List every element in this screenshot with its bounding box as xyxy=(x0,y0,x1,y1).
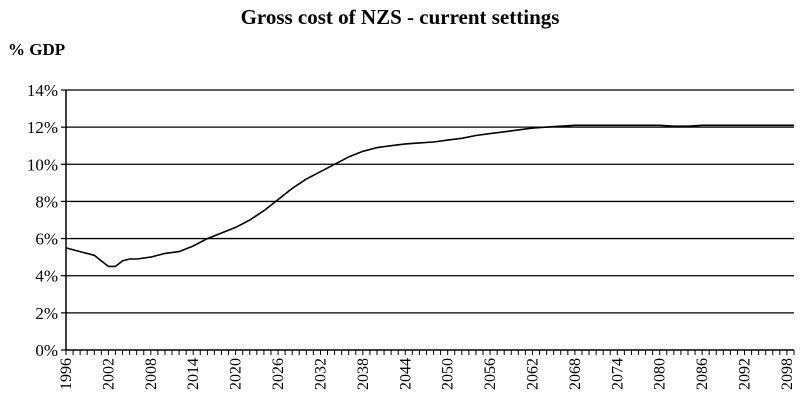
x-tick-label: 2086 xyxy=(694,358,711,390)
y-tick-label: 6% xyxy=(35,230,58,249)
x-tick-label: 2044 xyxy=(397,358,414,390)
axes xyxy=(61,89,795,355)
series-layer xyxy=(65,124,794,268)
y-tick-label: 4% xyxy=(35,267,58,286)
x-tick-label: 1996 xyxy=(58,358,75,390)
x-tick-label: 2068 xyxy=(567,358,584,390)
x-tick-labels: 1996 2002 2008 2014 2020 2026 2032 2038 2044 2050… xyxy=(58,358,796,390)
x-tick-label: 2050 xyxy=(440,358,457,390)
chart-title: Gross cost of NZS - current settings xyxy=(240,5,560,29)
y-axis-unit-label: % GDP xyxy=(8,40,66,59)
gridlines xyxy=(66,89,794,314)
y-tick-label: 0% xyxy=(35,341,58,360)
x-tick-label: 2074 xyxy=(609,358,626,390)
series-line xyxy=(65,124,794,268)
x-tick-label: 2098 xyxy=(779,358,796,390)
x-tick-label: 2026 xyxy=(270,358,287,390)
y-tick-label: 8% xyxy=(35,192,58,211)
y-tick-labels: 0% 2% 4% 6% 8% 10% 12% 14% xyxy=(27,81,58,360)
y-tick-label: 14% xyxy=(27,81,58,100)
x-tick-label: 2080 xyxy=(652,358,669,390)
y-tick-label: 10% xyxy=(27,155,58,174)
x-tick-label: 2020 xyxy=(228,358,245,390)
y-tick-label: 12% xyxy=(27,118,58,137)
x-tick-label: 2092 xyxy=(737,358,754,390)
x-tick-label: 2038 xyxy=(355,358,372,390)
x-tick-label: 2002 xyxy=(100,358,117,390)
x-tick-label: 2014 xyxy=(185,358,202,390)
x-tick-label: 2008 xyxy=(143,358,160,390)
x-tick-label: 2032 xyxy=(312,358,329,390)
y-tick-label: 2% xyxy=(35,304,58,323)
x-tick-label: 2056 xyxy=(482,358,499,390)
x-tick-label: 2062 xyxy=(524,358,541,390)
